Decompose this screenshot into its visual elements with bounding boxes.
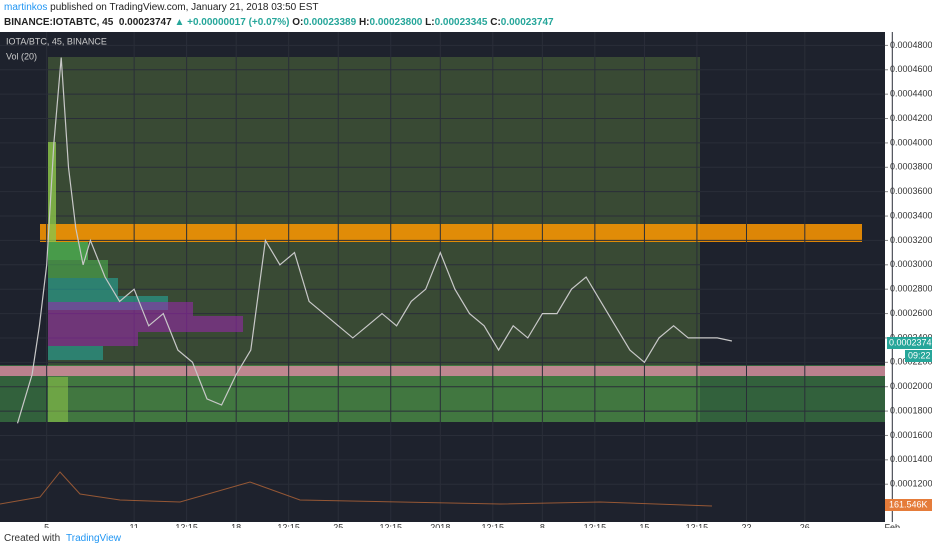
low: 0.00023345 — [434, 17, 488, 28]
vp-bar — [48, 316, 243, 332]
quote-line: BINANCE:IOTABTC, 45 0.00023747 ▲ +0.0000… — [4, 17, 554, 28]
x-tick-label: 12:15 — [482, 522, 505, 528]
vp-bar — [48, 260, 108, 278]
volume-ma — [0, 471, 713, 507]
x-tick-label: 12:15 — [277, 522, 300, 528]
legend: IOTA/BTC, 45, BINANCE — [6, 36, 107, 46]
y-tick-label: 0.00048000 — [890, 40, 932, 50]
x-tick-label: 12:15 — [379, 522, 402, 528]
publish-line: martinkos published on TradingView.com, … — [4, 2, 318, 13]
x-tick-label: 12:15 — [686, 522, 709, 528]
x-tick-label: 22 — [741, 522, 751, 528]
price-series — [16, 57, 733, 424]
price-line — [16, 57, 733, 424]
vp-bar — [48, 346, 103, 360]
l-label: L: — [425, 17, 435, 28]
published: published on TradingView.com, January 21… — [50, 2, 319, 13]
volume-tag: 161.546K — [889, 499, 928, 509]
footer: Created with TradingView — [0, 528, 932, 550]
resistance-zone — [40, 224, 862, 242]
vp-bar — [48, 302, 193, 316]
vp-bar — [48, 142, 56, 242]
created: Created with — [4, 533, 61, 544]
high: 0.00023800 — [369, 17, 423, 28]
price-axis-bg — [885, 32, 932, 528]
c-label: C: — [490, 17, 501, 28]
countdown-bg — [905, 350, 932, 362]
header: martinkos published on TradingView.com, … — [0, 0, 932, 32]
change: ▲ +0.00000017 (+0.07%) — [174, 17, 290, 28]
close: 0.00023747 — [500, 17, 554, 28]
volume-legend: Vol (20) — [6, 51, 37, 61]
open: 0.00023389 — [303, 17, 357, 28]
countdown: 09:22 — [908, 350, 931, 360]
vp-bar — [48, 377, 68, 422]
volume-tag-bg — [885, 499, 932, 511]
author[interactable]: martinkos — [4, 2, 48, 13]
x-tick-label: 15 — [639, 522, 649, 528]
price-tag: 0.00023747 — [889, 337, 932, 347]
x-tick-label: 25 — [333, 522, 343, 528]
o-label: O: — [292, 17, 304, 28]
price-tag-bg — [887, 337, 932, 349]
x-tick-label: 26 — [800, 522, 810, 528]
brand[interactable]: TradingView — [66, 533, 122, 544]
pink-band — [0, 366, 885, 376]
vp-bar — [48, 242, 88, 260]
plot-bg — [0, 32, 885, 522]
symbol: BINANCE:IOTABTC, 45 — [4, 17, 114, 28]
x-tick-label: 11 — [129, 522, 138, 528]
x-tick-label: 18 — [231, 522, 241, 528]
x-tick-label: Feb — [885, 522, 901, 528]
h-label: H: — [358, 17, 370, 28]
zones — [0, 57, 885, 422]
x-tick-label: 2018 — [430, 522, 450, 528]
x-tick-label: 12:15 — [175, 522, 198, 528]
x-tick-label: 12:15 — [584, 522, 607, 528]
last: 0.00023747 — [118, 17, 172, 28]
volume-profile — [48, 142, 243, 422]
x-tick-label: 5 — [44, 522, 49, 528]
x-tick-label: 8 — [540, 522, 545, 528]
vp-bar — [48, 332, 138, 346]
vp-bar — [48, 278, 118, 296]
